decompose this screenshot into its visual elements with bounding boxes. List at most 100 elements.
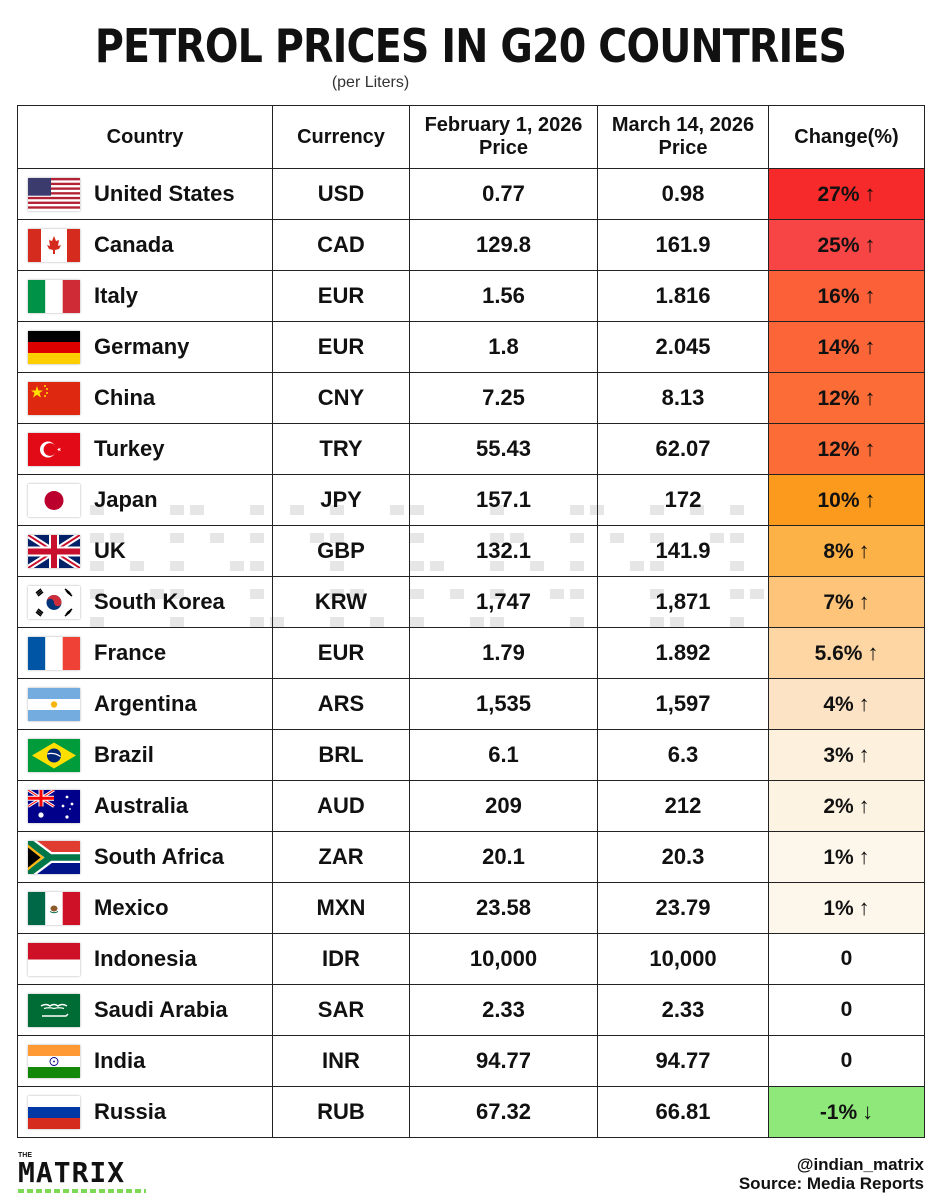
country-cell: Italy (17, 270, 273, 322)
feb-price-cell: 67.32 (409, 1086, 598, 1138)
change-value: 0 (840, 1049, 853, 1072)
currency-cell: SAR (272, 984, 410, 1036)
arrow-up-icon: ↑ (864, 283, 876, 308)
table-row: Russia RUB 67.32 66.81 -1% ↓ (17, 1086, 925, 1138)
change-cell: 12% ↑ (768, 372, 925, 424)
table-row: Japan JPY 157.1 172 10% ↑ (17, 474, 925, 526)
arrow-up-icon: ↑ (864, 436, 876, 461)
currency-cell: ARS (272, 678, 410, 730)
table-header-row: Country Currency February 1, 2026 Price … (17, 105, 925, 169)
currency-cell: AUD (272, 780, 410, 832)
south-africa-flag-icon (28, 840, 80, 874)
country-cell: Australia (17, 780, 273, 832)
table-row: Canada CAD 129.8 161.9 25% ↑ (17, 219, 925, 271)
currency-cell: CAD (272, 219, 410, 271)
country-cell: South Africa (17, 831, 273, 883)
mar-price-cell: 0.98 (597, 168, 769, 220)
arrow-up-icon: ↑ (864, 334, 876, 359)
change-value: 3% (823, 744, 854, 767)
country-cell: Indonesia (17, 933, 273, 985)
currency-cell: EUR (272, 627, 410, 679)
country-cell: Argentina (17, 678, 273, 730)
table-row: Italy EUR 1.56 1.816 16% ↑ (17, 270, 925, 322)
logo-the: THE (18, 1152, 32, 1159)
italy-flag-icon (28, 279, 80, 313)
table-row: Saudi Arabia SAR 2.33 2.33 0 (17, 984, 925, 1036)
change-cell: 8% ↑ (768, 525, 925, 577)
country-cell: Turkey (17, 423, 273, 475)
table-row: France EUR 1.79 1.892 5.6% ↑ (17, 627, 925, 679)
arrow-up-icon: ↑ (864, 487, 876, 512)
feb-price-cell: 10,000 (409, 933, 598, 985)
table-row: Brazil BRL 6.1 6.3 3% ↑ (17, 729, 925, 781)
column-header-currency: Currency (272, 105, 410, 169)
currency-cell: EUR (272, 321, 410, 373)
country-cell: UK (17, 525, 273, 577)
source-note: Source: Media Reports (738, 1174, 924, 1193)
change-cell: -1% ↓ (768, 1086, 925, 1138)
currency-cell: EUR (272, 270, 410, 322)
change-cell: 7% ↑ (768, 576, 925, 628)
arrow-up-icon: ↑ (858, 793, 870, 818)
arrow-up-icon: ↑ (864, 385, 876, 410)
feb-price-cell: 94.77 (409, 1035, 598, 1087)
page-subtitle: (per Liters) (331, 74, 410, 91)
country-name: United States (94, 181, 235, 206)
mar-price-cell: 66.81 (597, 1086, 769, 1138)
change-cell: 14% ↑ (768, 321, 925, 373)
canada-flag-icon (28, 228, 80, 262)
country-name: China (94, 385, 156, 410)
feb-price-cell: 1.79 (409, 627, 598, 679)
china-flag-icon (28, 381, 80, 415)
feb-price-cell: 129.8 (409, 219, 598, 271)
column-header-country: Country (17, 105, 273, 169)
country-name: Canada (94, 232, 174, 257)
currency-cell: JPY (272, 474, 410, 526)
change-value: 27% (817, 183, 860, 206)
arrow-up-icon: ↑ (867, 640, 879, 665)
mar-price-cell: 1.816 (597, 270, 769, 322)
arrow-down-icon: ↓ (862, 1099, 874, 1124)
feb-price-cell: 6.1 (409, 729, 598, 781)
mar-price-cell: 161.9 (597, 219, 769, 271)
feb-price-cell: 209 (409, 780, 598, 832)
table-row: South Korea KRW 1,747 1,871 7% ↑ (17, 576, 925, 628)
country-name: Saudi Arabia (94, 997, 228, 1022)
change-cell: 0 (768, 1035, 925, 1087)
table-row: Mexico MXN 23.58 23.79 1% ↑ (17, 882, 925, 934)
currency-cell: MXN (272, 882, 410, 934)
country-name: UK (94, 538, 126, 563)
feb-price-cell: 20.1 (409, 831, 598, 883)
mar-price-cell: 2.045 (597, 321, 769, 373)
change-cell: 1% ↑ (768, 831, 925, 883)
france-flag-icon (28, 636, 80, 670)
page-title: PETROL PRICES IN G20 COUNTRIES (94, 19, 847, 73)
mar-price-cell: 2.33 (597, 984, 769, 1036)
change-value: 8% (823, 540, 854, 563)
feb-price-cell: 1,747 (409, 576, 598, 628)
change-value: 14% (817, 336, 860, 359)
india-flag-icon (28, 1044, 80, 1078)
country-name: South Africa (94, 844, 224, 869)
japan-flag-icon (28, 483, 80, 517)
indonesia-flag-icon (28, 942, 80, 976)
country-name: Brazil (94, 742, 154, 767)
country-name: South Korea (94, 589, 225, 614)
change-value: 0 (840, 947, 853, 970)
table-row: China CNY 7.25 8.13 12% ↑ (17, 372, 925, 424)
currency-cell: INR (272, 1035, 410, 1087)
change-cell: 3% ↑ (768, 729, 925, 781)
change-value: 12% (817, 438, 860, 461)
currency-cell: GBP (272, 525, 410, 577)
country-cell: France (17, 627, 273, 679)
country-name: Indonesia (94, 946, 197, 971)
mar-price-cell: 1.892 (597, 627, 769, 679)
change-value: 10% (817, 489, 860, 512)
table-row: UK GBP 132.1 141.9 8% ↑ (17, 525, 925, 577)
logo-underline (18, 1189, 146, 1193)
currency-cell: CNY (272, 372, 410, 424)
country-cell: China (17, 372, 273, 424)
australia-flag-icon (28, 789, 80, 823)
mexico-flag-icon (28, 891, 80, 925)
feb-price-cell: 23.58 (409, 882, 598, 934)
